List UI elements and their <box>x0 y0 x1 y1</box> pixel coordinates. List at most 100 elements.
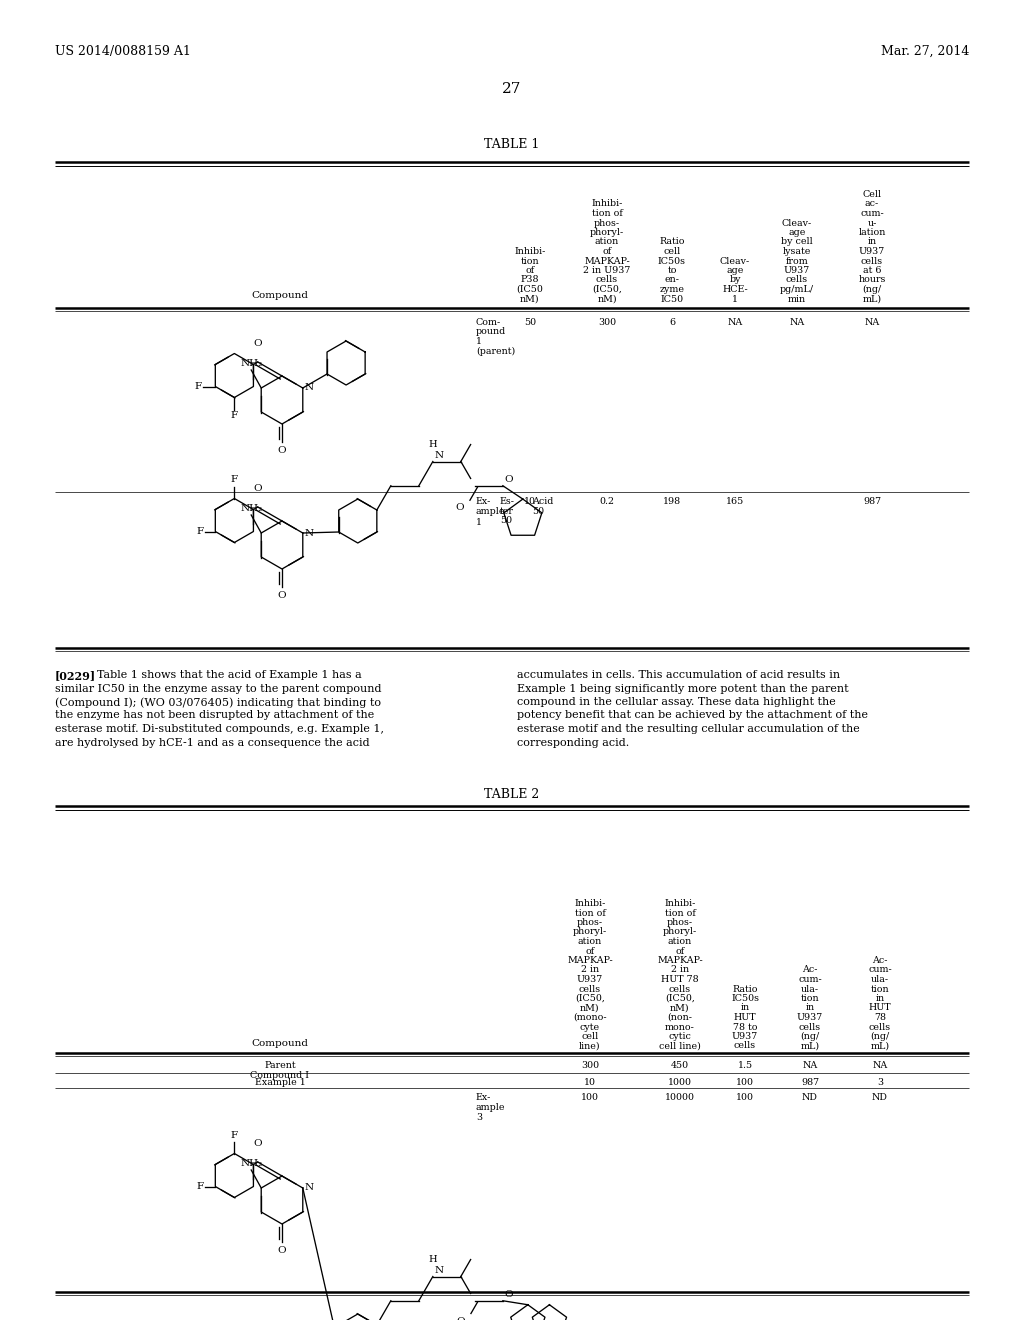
Text: line): line) <box>580 1041 601 1051</box>
Text: phoryl-: phoryl- <box>590 228 624 238</box>
Text: ter: ter <box>500 507 514 516</box>
Text: 6: 6 <box>669 318 675 327</box>
Text: U937: U937 <box>797 1012 823 1022</box>
Text: O: O <box>456 503 464 512</box>
Text: 100: 100 <box>736 1093 754 1102</box>
Text: 1: 1 <box>476 337 482 346</box>
Text: (parent): (parent) <box>476 346 515 355</box>
Text: 987: 987 <box>801 1078 819 1086</box>
Text: hours: hours <box>858 276 886 285</box>
Text: O: O <box>253 484 262 492</box>
Text: 1000: 1000 <box>668 1078 692 1086</box>
Text: mL): mL) <box>870 1041 890 1051</box>
Text: 987: 987 <box>863 498 881 506</box>
Text: in: in <box>806 1003 814 1012</box>
Text: NH₂: NH₂ <box>240 359 262 368</box>
Text: O: O <box>457 1316 465 1320</box>
Text: O: O <box>253 339 262 348</box>
Text: O: O <box>278 1246 287 1255</box>
Text: Compound: Compound <box>252 1039 308 1048</box>
Text: Inhibi-: Inhibi- <box>574 899 605 908</box>
Text: in: in <box>867 238 877 247</box>
Text: are hydrolysed by hCE-1 and as a consequence the acid: are hydrolysed by hCE-1 and as a consequ… <box>55 738 370 747</box>
Text: to: to <box>668 267 677 275</box>
Text: 0.2: 0.2 <box>599 498 614 506</box>
Text: Cell: Cell <box>862 190 882 199</box>
Text: Cleav-: Cleav- <box>782 219 812 227</box>
Text: in: in <box>876 994 885 1003</box>
Text: U937: U937 <box>859 247 885 256</box>
Text: H: H <box>428 440 437 449</box>
Text: phoryl-: phoryl- <box>572 928 607 936</box>
Text: NA: NA <box>790 318 805 327</box>
Text: pg/mL/: pg/mL/ <box>780 285 814 294</box>
Text: phos-: phos- <box>667 917 693 927</box>
Text: esterase motif and the resulting cellular accumulation of the: esterase motif and the resulting cellula… <box>517 723 860 734</box>
Text: cell: cell <box>664 247 681 256</box>
Text: zyme: zyme <box>659 285 684 294</box>
Text: Ex-: Ex- <box>476 1093 492 1102</box>
Text: 300: 300 <box>598 318 616 327</box>
Text: (ng/: (ng/ <box>862 285 882 294</box>
Text: Com-: Com- <box>476 318 502 327</box>
Text: Compound I: Compound I <box>251 1071 309 1080</box>
Text: (non-: (non- <box>668 1012 692 1022</box>
Text: 100: 100 <box>736 1078 754 1086</box>
Text: (IC50: (IC50 <box>516 285 544 294</box>
Text: Es-: Es- <box>500 498 515 506</box>
Text: TABLE 2: TABLE 2 <box>484 788 540 801</box>
Text: lation: lation <box>858 228 886 238</box>
Text: [0229]: [0229] <box>55 671 96 681</box>
Text: cells: cells <box>799 1023 821 1031</box>
Text: mono-: mono- <box>665 1023 695 1031</box>
Text: F: F <box>230 475 238 484</box>
Text: by cell: by cell <box>781 238 813 247</box>
Text: 1: 1 <box>732 294 738 304</box>
Text: mL): mL) <box>862 294 882 304</box>
Text: age: age <box>726 267 743 275</box>
Text: cells: cells <box>734 1041 756 1051</box>
Text: 300: 300 <box>581 1061 599 1071</box>
Text: U937: U937 <box>577 975 603 983</box>
Text: US 2014/0088159 A1: US 2014/0088159 A1 <box>55 45 190 58</box>
Text: Ac-: Ac- <box>802 965 818 974</box>
Text: (IC50,: (IC50, <box>665 994 695 1003</box>
Text: 2 in U937: 2 in U937 <box>584 267 631 275</box>
Text: tion: tion <box>801 994 819 1003</box>
Text: NA: NA <box>872 1061 888 1071</box>
Text: N: N <box>305 384 314 392</box>
Text: IC50s: IC50s <box>658 256 686 265</box>
Text: in: in <box>740 1003 750 1012</box>
Text: ula-: ula- <box>871 975 889 983</box>
Text: ation: ation <box>595 238 620 247</box>
Text: NA: NA <box>803 1061 817 1071</box>
Text: Ratio: Ratio <box>732 985 758 994</box>
Text: lysate: lysate <box>782 247 811 256</box>
Text: 50: 50 <box>500 516 512 525</box>
Text: O: O <box>505 475 513 483</box>
Text: (ng/: (ng/ <box>870 1032 890 1041</box>
Text: O: O <box>505 1290 513 1299</box>
Text: tion of: tion of <box>665 908 695 917</box>
Text: N: N <box>435 1266 444 1275</box>
Text: Cleav-: Cleav- <box>720 256 751 265</box>
Text: HUT: HUT <box>868 1003 891 1012</box>
Text: the enzyme has not been disrupted by attachment of the: the enzyme has not been disrupted by att… <box>55 710 374 721</box>
Text: N: N <box>305 528 314 537</box>
Text: N: N <box>435 450 444 459</box>
Text: Inhibi-: Inhibi- <box>591 199 623 209</box>
Text: 50: 50 <box>524 318 536 327</box>
Text: phos-: phos- <box>594 219 621 227</box>
Text: ation: ation <box>668 937 692 946</box>
Text: similar IC50 in the enzyme assay to the parent compound: similar IC50 in the enzyme assay to the … <box>55 684 382 693</box>
Text: NH₂: NH₂ <box>240 1159 262 1168</box>
Text: Inhibi-: Inhibi- <box>665 899 695 908</box>
Text: at 6: at 6 <box>863 267 882 275</box>
Text: cum-: cum- <box>860 209 884 218</box>
Text: min: min <box>787 294 806 304</box>
Text: N: N <box>305 1184 314 1192</box>
Text: ation: ation <box>578 937 602 946</box>
Text: ac-: ac- <box>865 199 880 209</box>
Text: cum-: cum- <box>868 965 892 974</box>
Text: P38: P38 <box>521 276 540 285</box>
